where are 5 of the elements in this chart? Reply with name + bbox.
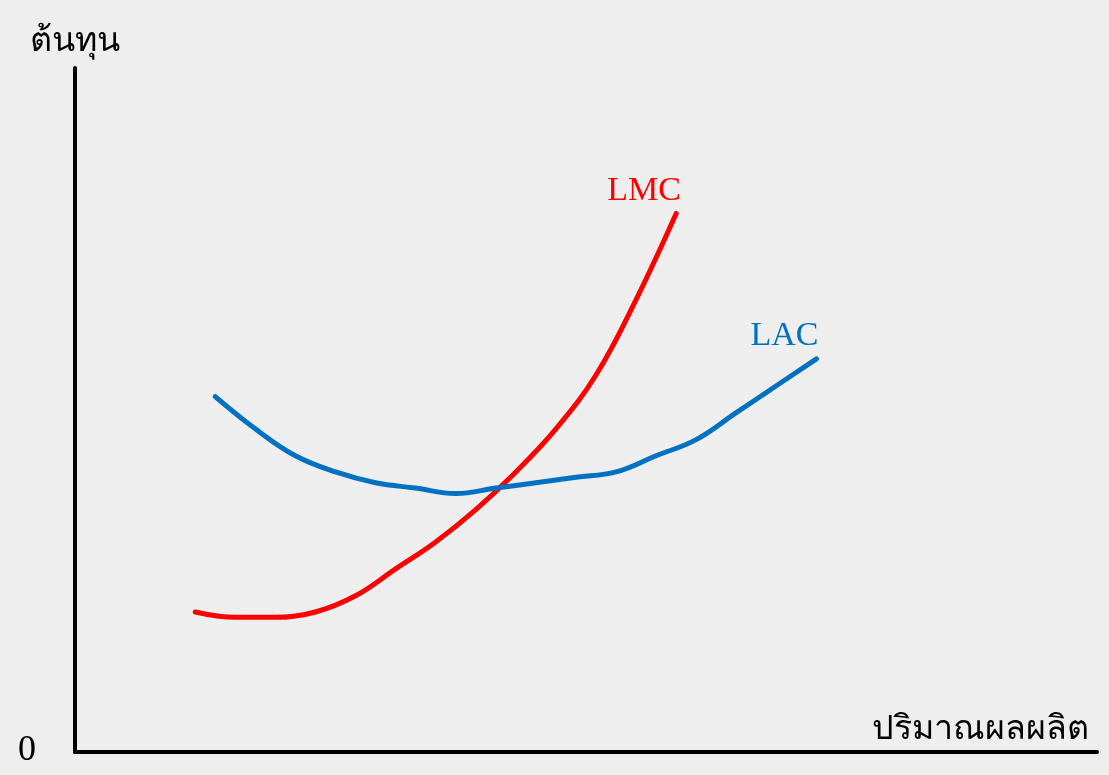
text: 0 [18,728,36,768]
y-axis-title: ต้นทุน [30,20,120,60]
series-label: LAC [750,315,819,353]
series-label: LMC [607,169,682,207]
x-axis-title: ปริมาณผลผลิต [872,708,1089,746]
